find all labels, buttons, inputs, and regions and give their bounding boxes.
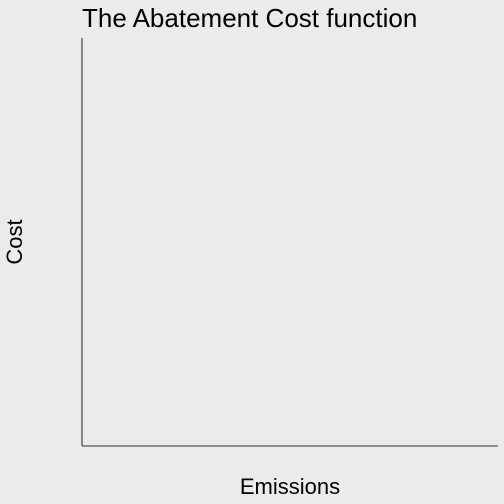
y-axis-label: Cost xyxy=(2,219,27,264)
chart-title: The Abatement Cost function xyxy=(82,3,417,33)
x-axis-label: Emissions xyxy=(240,474,340,499)
